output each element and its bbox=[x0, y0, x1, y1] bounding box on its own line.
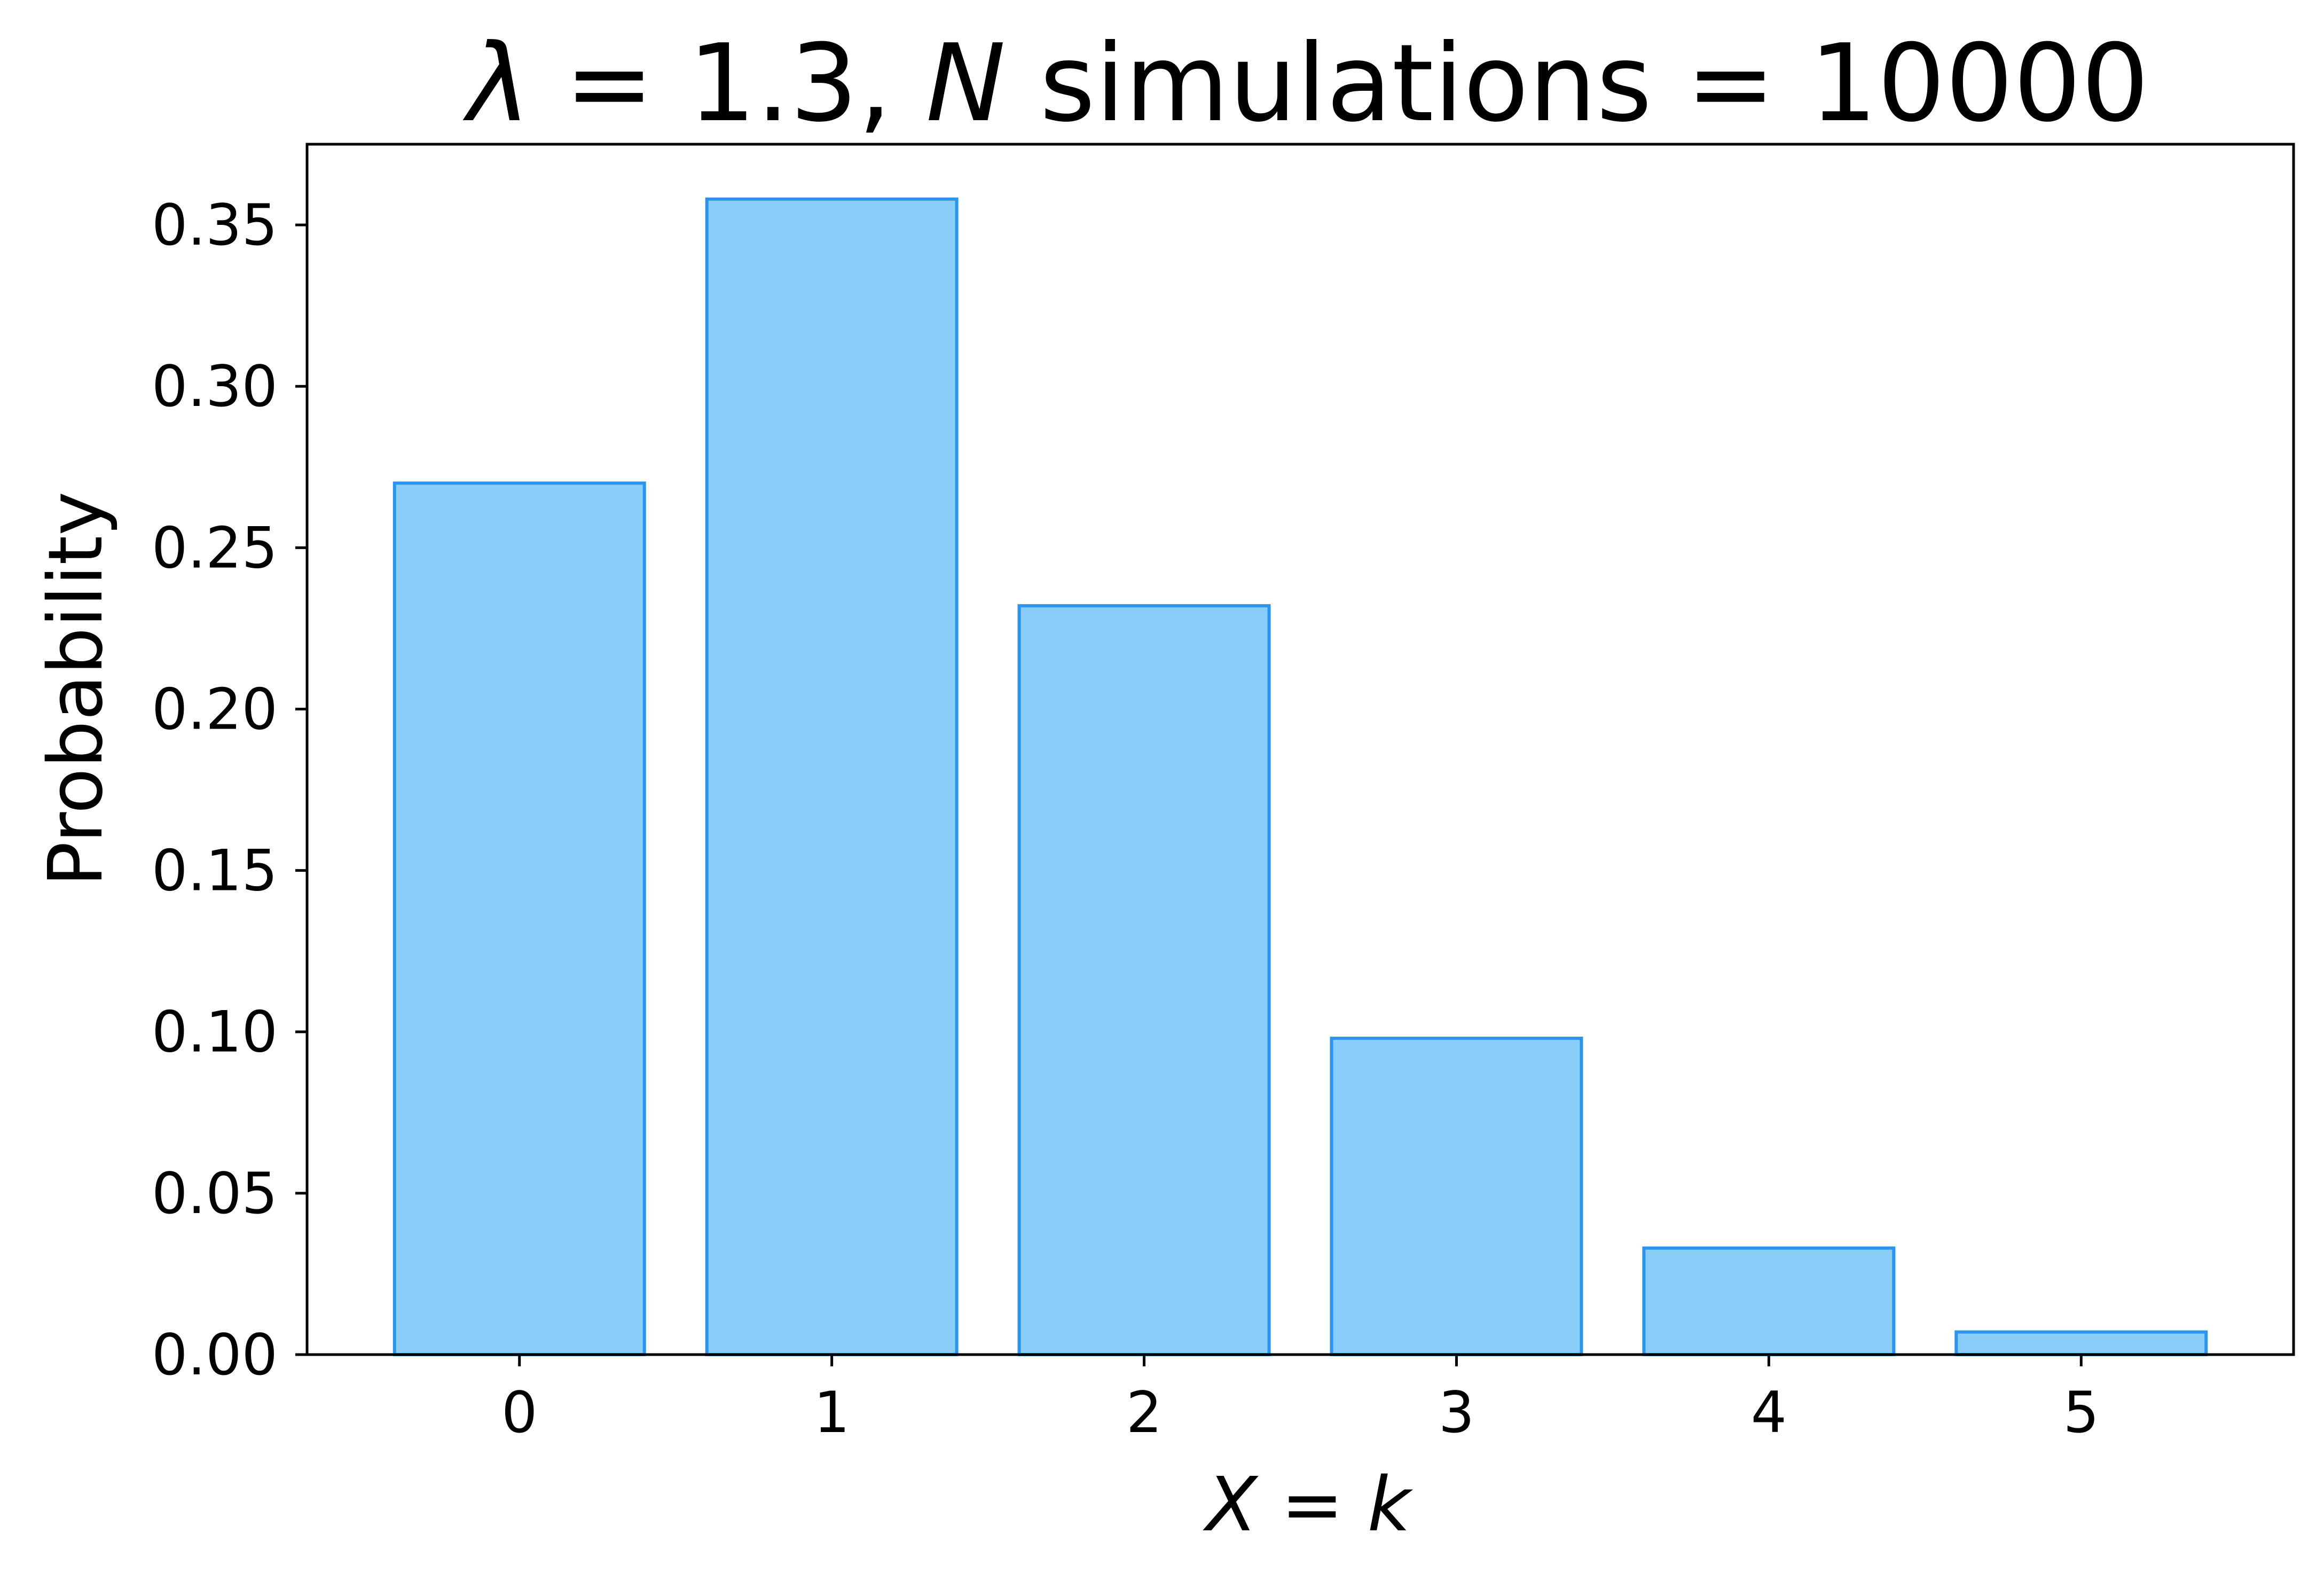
x-tick-label-0: 0 bbox=[501, 1380, 537, 1445]
x-tick-label-3: 3 bbox=[1439, 1380, 1474, 1445]
x-axis-label-eq: = bbox=[1257, 1461, 1367, 1548]
y-tick-label-7: 0.35 bbox=[152, 192, 278, 258]
title-lambda-symbol: λ bbox=[462, 21, 530, 146]
y-tick-label-4: 0.20 bbox=[152, 676, 278, 742]
bar-k-5 bbox=[1954, 1330, 2208, 1357]
title-part1: = 1.3, bbox=[531, 21, 926, 146]
y-tick-label-6: 0.30 bbox=[152, 354, 278, 419]
x-axis-label: X = k bbox=[1202, 1461, 1413, 1548]
plot-area-frame bbox=[305, 143, 2295, 1356]
x-tick-label-2: 2 bbox=[1126, 1380, 1162, 1445]
y-tick-label-3: 0.15 bbox=[152, 838, 278, 904]
y-tick-label-0: 0.00 bbox=[152, 1322, 278, 1388]
chart-title: λ = 1.3, N simulations = 10000 bbox=[462, 21, 2149, 146]
bar-k-2 bbox=[1017, 604, 1271, 1356]
title-n-symbol: N bbox=[926, 21, 1006, 146]
x-tick-label-5: 5 bbox=[2063, 1380, 2099, 1445]
y-axis-label: Probability bbox=[33, 491, 120, 887]
y-ticks-group: 0.00 0.05 0.10 0.15 0.20 0.25 0.30 0.35 bbox=[152, 192, 307, 1388]
bar-k-1 bbox=[705, 197, 959, 1356]
bar-k-0 bbox=[392, 481, 646, 1356]
title-part2: simulations = 10000 bbox=[1006, 21, 2149, 146]
y-tick-label-2: 0.10 bbox=[152, 999, 278, 1065]
x-axis-label-var: X bbox=[1202, 1461, 1259, 1548]
x-ticks-group: 0 1 2 3 4 5 bbox=[501, 1355, 2099, 1445]
bars-group bbox=[392, 197, 2208, 1357]
y-tick-label-1: 0.05 bbox=[152, 1161, 278, 1226]
x-axis-label-k: k bbox=[1368, 1461, 1414, 1548]
bar-k-4 bbox=[1642, 1246, 1896, 1357]
x-tick-label-1: 1 bbox=[814, 1380, 850, 1445]
x-tick-label-4: 4 bbox=[1751, 1380, 1787, 1445]
y-tick-label-5: 0.25 bbox=[152, 515, 278, 581]
bar-k-3 bbox=[1330, 1036, 1583, 1357]
